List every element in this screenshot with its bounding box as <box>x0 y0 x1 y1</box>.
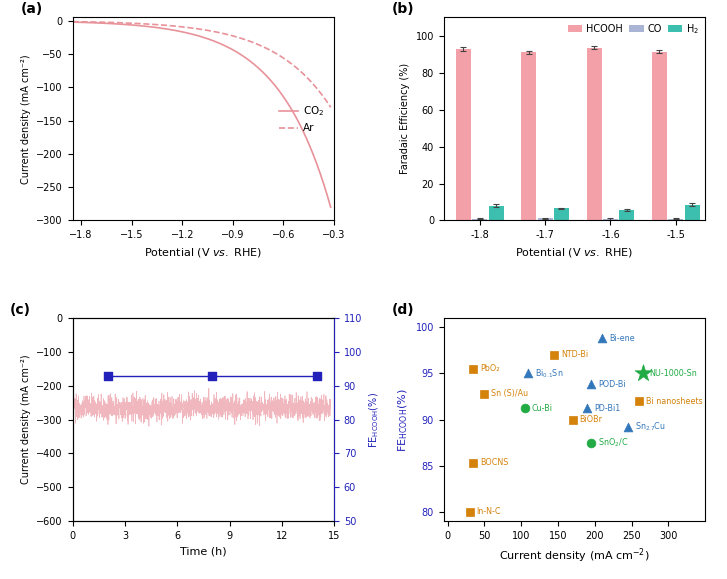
Text: Bi nanosheets: Bi nanosheets <box>646 397 702 405</box>
Text: Bi$_{0.1}$Sn: Bi$_{0.1}$Sn <box>536 367 564 380</box>
Y-axis label: FE$_\mathregular{HCOOH}$(%) : FE$_\mathregular{HCOOH}$(%) <box>396 387 410 452</box>
CO$_2$ <box>222 43 230 50</box>
Bar <box>554 208 569 221</box>
X-axis label: Potential (V $vs.$ RHE): Potential (V $vs.$ RHE) <box>144 245 262 259</box>
Point <box>102 371 113 380</box>
Point <box>637 369 648 378</box>
Point <box>567 415 579 424</box>
Text: POD-Bi: POD-Bi <box>598 380 626 389</box>
Point <box>206 371 218 380</box>
Bar <box>537 218 553 221</box>
Text: SnO$_2$/C: SnO$_2$/C <box>598 437 628 449</box>
Point <box>464 507 475 516</box>
Text: PbO₂: PbO₂ <box>481 364 499 373</box>
Point <box>467 459 479 468</box>
Legend: HCOOH, CO, H$_2$: HCOOH, CO, H$_2$ <box>564 18 703 40</box>
Text: Sn (S)/Au: Sn (S)/Au <box>491 389 529 398</box>
Bar <box>685 205 699 221</box>
Bar <box>619 210 634 221</box>
CO$_2$ <box>69 19 78 25</box>
Text: Bi-ene: Bi-ene <box>609 334 635 343</box>
Text: NTD-Bi: NTD-Bi <box>561 350 588 360</box>
Point <box>548 350 560 360</box>
X-axis label: Current density (mA cm$^{-2}$): Current density (mA cm$^{-2}$) <box>499 547 650 565</box>
Ar <box>68 18 77 25</box>
Bar <box>668 219 683 221</box>
Bar <box>473 219 487 221</box>
Line: CO$_2$: CO$_2$ <box>73 22 331 207</box>
Point <box>311 371 323 380</box>
Ar <box>221 31 230 38</box>
Ar <box>286 59 294 66</box>
Text: (b): (b) <box>392 2 414 16</box>
Point <box>478 389 490 398</box>
Text: PD-Bi1: PD-Bi1 <box>595 404 621 413</box>
Text: BiOBr: BiOBr <box>579 415 603 424</box>
CO$_2$ <box>302 135 311 142</box>
Bar <box>603 219 618 221</box>
Point <box>633 397 645 406</box>
Point <box>585 438 597 447</box>
Ar <box>302 74 311 80</box>
Point <box>467 364 479 373</box>
X-axis label: Potential (V $vs.$ RHE): Potential (V $vs.$ RHE) <box>515 245 634 259</box>
Ar <box>226 32 235 39</box>
Ar <box>326 104 335 111</box>
Ar <box>69 18 78 25</box>
Text: (d): (d) <box>392 303 414 317</box>
Text: (c): (c) <box>10 303 31 317</box>
Point <box>622 422 634 431</box>
Point <box>585 380 597 389</box>
Y-axis label: Faradaic Efficiency (%): Faradaic Efficiency (%) <box>400 63 410 174</box>
Point <box>582 404 593 413</box>
Point <box>519 404 531 413</box>
X-axis label: Time (h): Time (h) <box>180 547 227 556</box>
Point <box>523 369 534 378</box>
Bar <box>652 52 667 221</box>
CO$_2$ <box>221 42 230 49</box>
Point <box>596 334 608 343</box>
Text: Cu-Bi: Cu-Bi <box>531 404 553 413</box>
Line: Ar: Ar <box>73 21 331 107</box>
Ar <box>222 31 230 38</box>
CO$_2$ <box>326 204 335 211</box>
Legend: CO$_2$, Ar: CO$_2$, Ar <box>276 100 329 138</box>
Y-axis label: FE$_\mathregular{HCOOH}$(%): FE$_\mathregular{HCOOH}$(%) <box>368 391 382 448</box>
CO$_2$ <box>286 104 294 111</box>
Bar <box>521 53 537 221</box>
Text: BOCNS: BOCNS <box>481 459 509 467</box>
Y-axis label: Current density (mA cm⁻²): Current density (mA cm⁻²) <box>20 54 31 184</box>
Text: (a): (a) <box>20 2 43 16</box>
CO$_2$ <box>226 45 235 52</box>
Text: In-N-C: In-N-C <box>476 507 501 516</box>
Y-axis label: Current density (mA cm⁻²): Current density (mA cm⁻²) <box>21 355 31 485</box>
Text: Sn$_{2.7}$Cu: Sn$_{2.7}$Cu <box>635 421 666 433</box>
CO$_2$ <box>68 19 77 25</box>
Bar <box>587 48 602 221</box>
Bar <box>456 49 471 221</box>
Text: NU-1000-Sn: NU-1000-Sn <box>649 369 697 378</box>
Bar <box>489 206 504 221</box>
